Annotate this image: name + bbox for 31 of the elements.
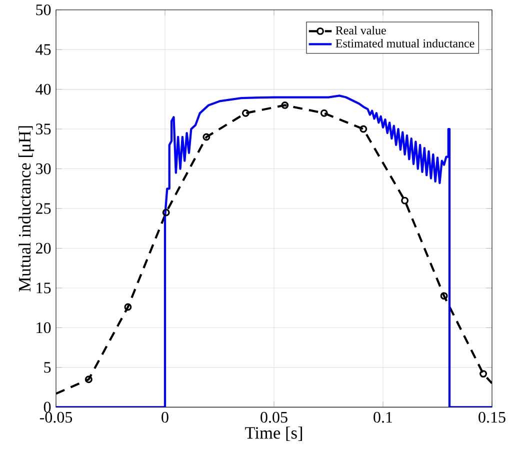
y-tick-label: 25	[36, 203, 51, 214]
y-axis-title: Mutual inductance [μH]	[18, 126, 34, 292]
x-tick-label: 0.15	[478, 412, 506, 423]
point	[440, 292, 448, 300]
point	[242, 109, 250, 117]
x-axis-title: Time [s]	[245, 426, 302, 441]
legend-label: Real value	[336, 26, 386, 34]
x-tick-label: 0.1	[374, 412, 392, 423]
y-tick-label: 10	[36, 322, 51, 334]
legend-label: Estimated mutual inductance	[336, 38, 474, 48]
point	[202, 133, 210, 141]
point	[360, 125, 368, 133]
x-tick-label: 0	[162, 412, 168, 423]
x-tick-label: -0.05	[40, 412, 72, 423]
point	[162, 208, 170, 216]
y-tick-label: 15	[36, 282, 51, 294]
x-tick-label: 0.05	[260, 412, 288, 423]
y-tick-label: 30	[36, 163, 51, 174]
y-tick-label: 35	[36, 124, 51, 134]
point	[480, 370, 488, 378]
point	[320, 109, 328, 117]
y-tick-label: 50	[36, 4, 51, 16]
point	[124, 303, 132, 311]
y-tick-label: 40	[36, 84, 51, 95]
y-tick-label: 0	[44, 402, 51, 412]
point	[84, 376, 92, 384]
point	[281, 101, 289, 109]
y-tick-label: 45	[36, 44, 51, 55]
y-tick-label: 20	[36, 242, 51, 254]
point	[401, 196, 409, 204]
y-tick-label: 5	[44, 362, 51, 373]
